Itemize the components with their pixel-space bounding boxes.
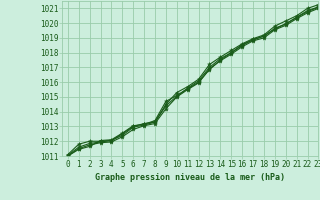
X-axis label: Graphe pression niveau de la mer (hPa): Graphe pression niveau de la mer (hPa): [95, 173, 285, 182]
